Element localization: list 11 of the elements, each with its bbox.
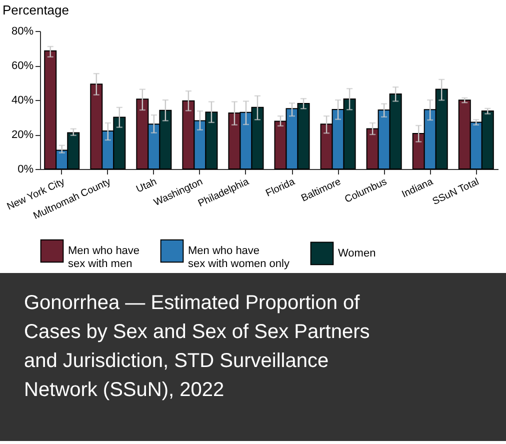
y-tick-label: 80% <box>11 26 34 38</box>
legend-label: Men who have sex with men <box>68 245 140 270</box>
x-tick-label: Florida <box>264 176 298 200</box>
legend-label: Men who have sex with women only <box>188 245 290 270</box>
text: Gonorrhea — Estimated Proportion of Cases by Sex and Sex of Sex Partners and Jurisdiction, STD Surveillance Network (SSuN), 2022 <box>24 292 370 401</box>
y-tick-label: 60% <box>11 60 34 72</box>
y-tick-label: 0% <box>18 164 34 176</box>
legend-label: Women <box>338 247 376 260</box>
y-tick-label: 40% <box>11 94 34 106</box>
y-axis-title: Percentage <box>2 2 69 18</box>
y-tick-label: 20% <box>11 129 34 141</box>
